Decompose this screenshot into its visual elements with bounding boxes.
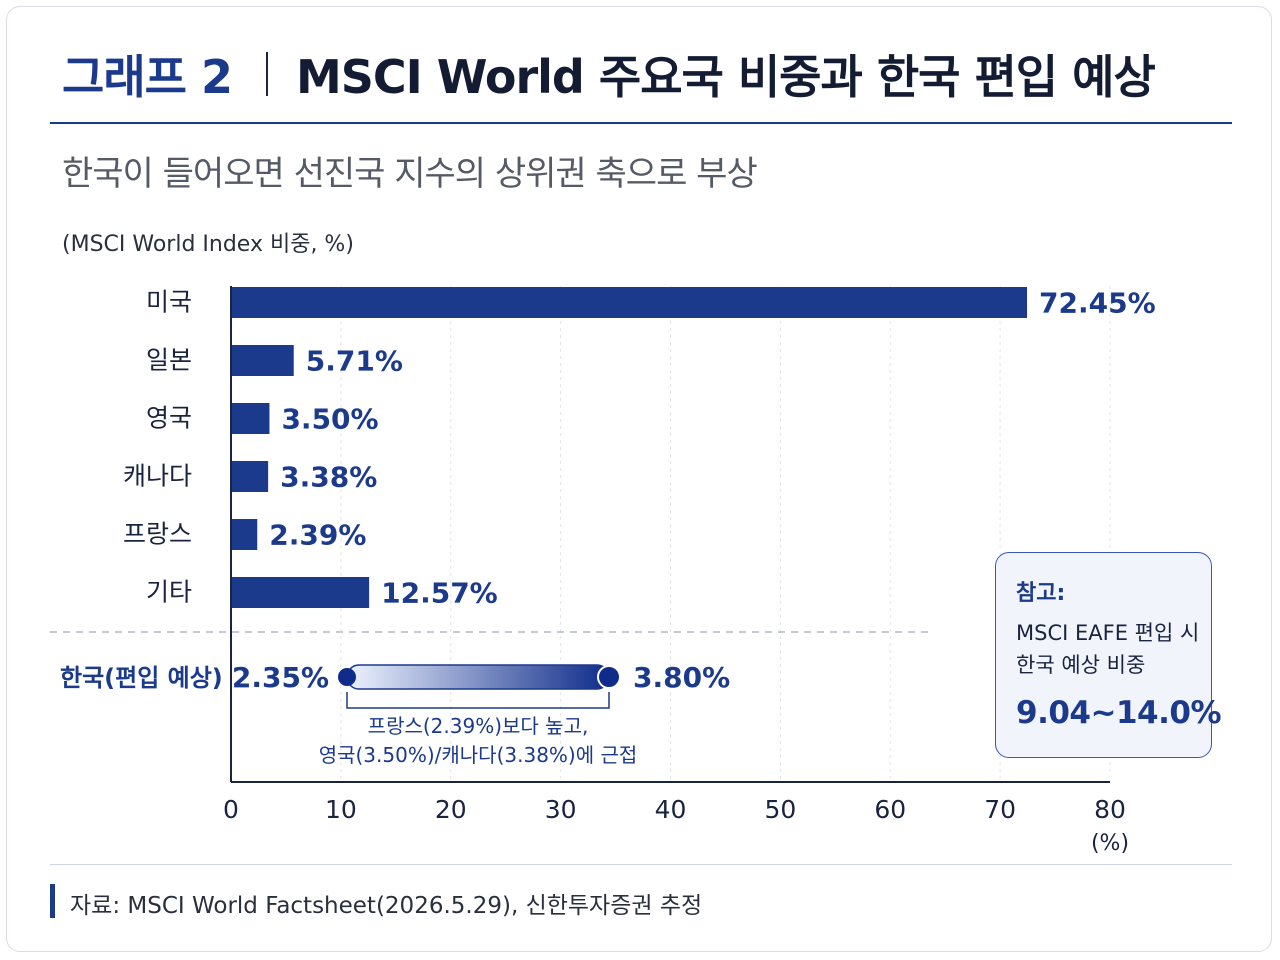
x-tick-label: 30 bbox=[545, 795, 577, 824]
bar bbox=[231, 345, 294, 376]
bar bbox=[231, 519, 258, 550]
data-label: 5.71% bbox=[306, 345, 403, 378]
footer-accent-bar bbox=[50, 884, 55, 918]
category-label: 프랑스 bbox=[123, 520, 192, 549]
range-annotation-line-2: 영국(3.50%)/캐나다(3.38%)에 근접 bbox=[319, 743, 638, 767]
unit-label: (MSCI World Index 비중, %) bbox=[62, 232, 354, 257]
x-tick-label: 70 bbox=[984, 795, 1016, 824]
reference-note-box: 참고: MSCI EAFE 편입 시 한국 예상 비중 9.04~14.0% bbox=[995, 552, 1222, 758]
title-row: 그래프 2 MSCI World 주요국 비중과 한국 편입 예상 bbox=[62, 38, 1156, 110]
category-label: 일본 bbox=[146, 346, 192, 375]
category-label: 미국 bbox=[146, 288, 192, 317]
x-tick-label: 60 bbox=[874, 795, 906, 824]
chart-title: MSCI World 주요국 비중과 한국 편입 예상 bbox=[295, 50, 1156, 104]
bar bbox=[231, 577, 370, 608]
figure-frame bbox=[6, 6, 1272, 952]
chart-subtitle: 한국이 들어오면 선진국 지수의 상위권 축으로 부상 bbox=[62, 154, 758, 194]
x-tick-label: 50 bbox=[764, 795, 796, 824]
figure-label: 그래프 2 bbox=[62, 50, 233, 104]
range-low-label: 2.35% bbox=[232, 661, 329, 694]
bar bbox=[231, 403, 270, 434]
bar bbox=[231, 287, 1028, 318]
range-low-marker bbox=[338, 668, 356, 686]
data-label: 3.50% bbox=[281, 403, 378, 436]
korea-range-bar bbox=[346, 664, 610, 690]
x-unit-label: (%) bbox=[1091, 831, 1129, 856]
data-label: 12.57% bbox=[381, 577, 498, 610]
title-separator bbox=[265, 52, 268, 96]
x-tick-label: 10 bbox=[325, 795, 357, 824]
range-category-label: 한국(편입 예상) bbox=[60, 664, 223, 692]
title-divider bbox=[50, 122, 1232, 124]
note-line-1: MSCI EAFE 편입 시 bbox=[1016, 621, 1200, 645]
data-label: 3.38% bbox=[280, 461, 377, 494]
range-bracket bbox=[346, 692, 610, 709]
x-tick-label: 20 bbox=[435, 795, 467, 824]
bar bbox=[231, 461, 269, 492]
x-tick-label: 40 bbox=[655, 795, 687, 824]
x-tick-label: 80 bbox=[1094, 795, 1126, 824]
footer-divider bbox=[50, 864, 1232, 865]
data-label: 2.39% bbox=[269, 519, 366, 552]
note-heading: 참고: bbox=[1016, 581, 1066, 606]
data-label: 72.45% bbox=[1039, 287, 1156, 320]
category-label: 기타 bbox=[146, 578, 192, 607]
category-label: 캐나다 bbox=[123, 462, 192, 491]
category-label: 영국 bbox=[146, 404, 192, 433]
note-line-2: 한국 예상 비중 bbox=[1016, 653, 1146, 677]
note-value: 9.04~14.0% bbox=[1016, 695, 1222, 731]
range-annotation-line-1: 프랑스(2.39%)보다 높고, bbox=[368, 714, 589, 738]
range-high-marker bbox=[597, 665, 621, 689]
range-high-label: 3.80% bbox=[633, 661, 730, 694]
x-tick-label: 0 bbox=[223, 795, 239, 824]
source-note: 자료: MSCI World Factsheet(2026.5.29), 신한투… bbox=[70, 893, 703, 919]
